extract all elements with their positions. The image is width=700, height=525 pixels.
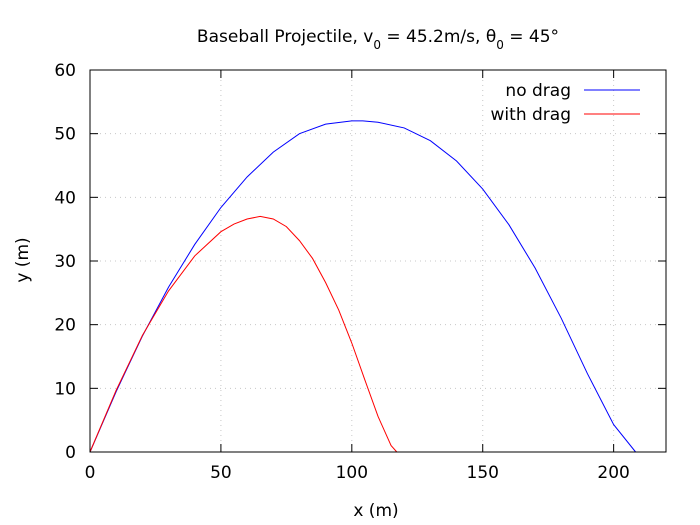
legend: no drag with drag bbox=[491, 81, 640, 125]
x-tick-label: 50 bbox=[210, 463, 232, 483]
y-axis-label: y (m) bbox=[13, 237, 33, 282]
axes bbox=[89, 69, 667, 453]
series-line-0 bbox=[89, 120, 637, 453]
y-tick-label: 50 bbox=[54, 125, 76, 145]
y-tick-label: 0 bbox=[65, 443, 76, 463]
x-tick-label: 150 bbox=[467, 463, 499, 483]
y-tick-label: 20 bbox=[54, 316, 76, 336]
chart-title: Baseball Projectile, v0 = 45.2m/s, θ0 = … bbox=[197, 27, 559, 52]
x-tick-label: 100 bbox=[336, 463, 368, 483]
legend-label-1: with drag bbox=[491, 105, 571, 125]
y-tick-label: 40 bbox=[54, 188, 76, 208]
plot-lines bbox=[89, 120, 637, 453]
grid bbox=[89, 69, 666, 453]
x-tick-label: 200 bbox=[597, 463, 629, 483]
x-tick-label: 0 bbox=[85, 463, 96, 483]
series-line-1 bbox=[89, 215, 398, 453]
x-axis-label: x (m) bbox=[353, 501, 398, 521]
y-tick-label: 60 bbox=[54, 61, 76, 81]
y-tick-label: 30 bbox=[54, 252, 76, 272]
plot-frame bbox=[89, 69, 667, 453]
legend-label-0: no drag bbox=[505, 81, 571, 101]
ticks: 0 50 100 150 200 0 10 20 30 40 50 60 bbox=[54, 61, 630, 483]
y-tick-label: 10 bbox=[54, 379, 76, 399]
